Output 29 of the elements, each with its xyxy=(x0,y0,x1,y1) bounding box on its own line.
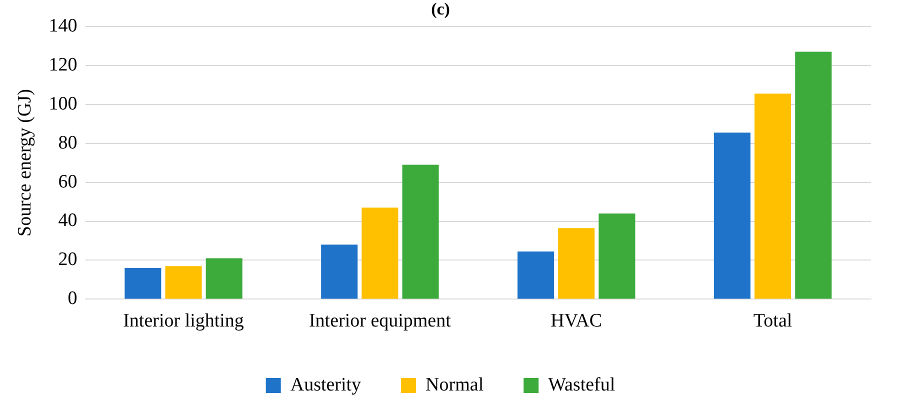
y-tick-label: 80 xyxy=(58,132,78,154)
y-tick-label: 40 xyxy=(58,210,78,232)
bar xyxy=(558,228,595,299)
x-tick-label: Interior lighting xyxy=(123,310,244,332)
bar xyxy=(598,213,636,299)
x-tick-label: HVAC xyxy=(550,310,602,332)
legend-label: Austerity xyxy=(290,374,362,396)
legend-label: Wasteful xyxy=(548,374,616,396)
y-axis-title: Source energy (GJ) xyxy=(14,89,36,236)
bar xyxy=(206,258,242,299)
bar xyxy=(321,244,358,299)
bar xyxy=(362,208,398,299)
chart-title: (c) xyxy=(431,0,450,19)
bar xyxy=(795,52,832,299)
bar xyxy=(165,266,202,299)
bar xyxy=(124,268,162,299)
y-tick-label: 140 xyxy=(48,15,78,36)
y-tick-label: 20 xyxy=(58,249,78,270)
x-tick-label: Total xyxy=(753,310,792,332)
bar xyxy=(754,94,792,299)
legend-label: Normal xyxy=(426,374,484,396)
bar xyxy=(518,251,554,299)
y-tick-label: 0 xyxy=(68,288,78,310)
y-tick-label: 100 xyxy=(48,93,78,114)
y-tick-label: 120 xyxy=(48,54,78,76)
x-tick-label: Interior equipment xyxy=(308,310,452,332)
bar xyxy=(402,164,439,299)
y-tick-label: 60 xyxy=(58,171,78,192)
bar xyxy=(714,132,750,299)
